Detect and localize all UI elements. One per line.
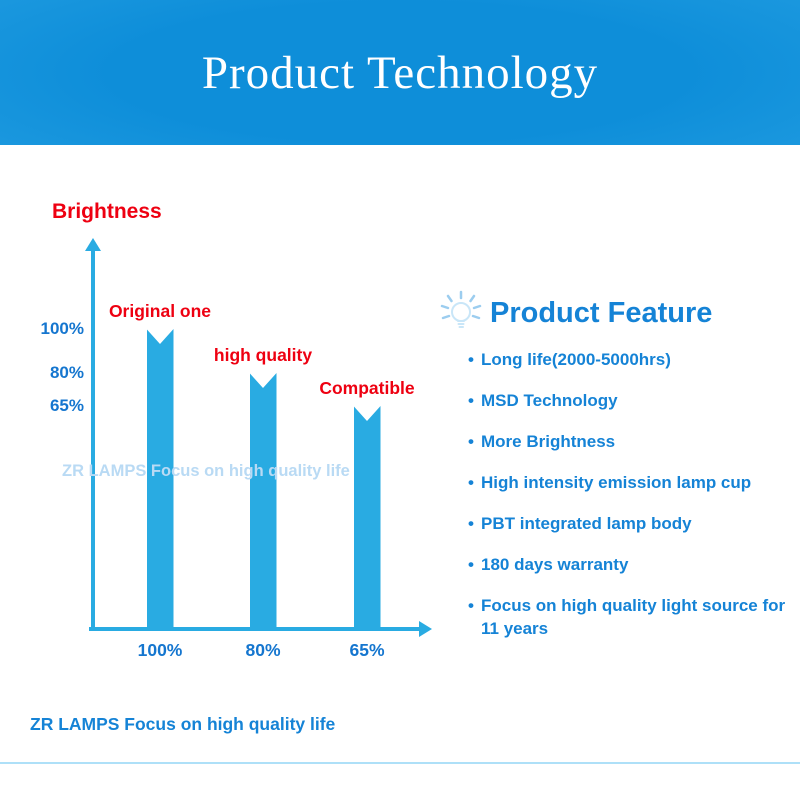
feature-item-text: PBT integrated lamp body bbox=[481, 514, 692, 533]
footer-slogan: ZR LAMPS Focus on high quality life bbox=[30, 714, 336, 734]
feature-item-text: Long life(2000-5000hrs) bbox=[481, 350, 671, 369]
bottom-divider bbox=[0, 762, 800, 764]
feature-item: • Focus on high quality light source for … bbox=[468, 594, 800, 640]
bullet-icon: • bbox=[468, 432, 474, 451]
feature-item-text: MSD Technology bbox=[481, 391, 618, 410]
feature-item-text: More Brightness bbox=[481, 432, 616, 451]
lightbulb-icon bbox=[438, 288, 484, 339]
feature-item: • 180 days warranty bbox=[468, 553, 800, 576]
watermark: ZR LAMPS Focus on high quality life bbox=[62, 462, 350, 480]
feature-header: Product Feature bbox=[438, 288, 712, 339]
chart-title: Brightness bbox=[52, 200, 162, 223]
x-axis bbox=[89, 627, 421, 631]
bar-group: high quality bbox=[183, 345, 343, 629]
bullet-icon: • bbox=[468, 514, 474, 533]
y-axis-arrow-icon bbox=[85, 238, 101, 251]
bar bbox=[146, 329, 174, 629]
feature-title: Product Feature bbox=[490, 297, 713, 329]
bar-label: high quality bbox=[213, 345, 313, 365]
bar-group: Compatible bbox=[287, 378, 447, 629]
y-tick-label: 100% bbox=[40, 319, 84, 338]
bullet-icon: • bbox=[468, 350, 474, 369]
feature-item: • High intensity emission lamp cup bbox=[468, 471, 800, 494]
banner-title: Product Technology bbox=[201, 46, 599, 99]
feature-item-text: Focus on high quality light source for 1… bbox=[481, 596, 786, 638]
bullet-icon: • bbox=[468, 391, 474, 410]
feature-item: • PBT integrated lamp body bbox=[468, 512, 800, 535]
bar-label: Original one bbox=[108, 301, 212, 321]
x-tick-label: 100% bbox=[137, 640, 183, 660]
bullet-icon: • bbox=[468, 473, 474, 492]
x-tick-label: 80% bbox=[245, 640, 281, 660]
feature-list: • Long life(2000-5000hrs) • MSD Technology… bbox=[468, 348, 800, 658]
feature-item: • MSD Technology bbox=[468, 389, 800, 412]
bar bbox=[249, 373, 277, 629]
bar-label: Compatible bbox=[319, 378, 415, 398]
x-axis-arrow-icon bbox=[419, 621, 432, 637]
y-tick-label: 65% bbox=[49, 396, 84, 415]
bar-group: Original one bbox=[80, 301, 240, 629]
x-tick-label: 65% bbox=[349, 640, 385, 660]
y-axis bbox=[91, 250, 95, 630]
feature-item-text: High intensity emission lamp cup bbox=[481, 473, 752, 492]
bullet-icon: • bbox=[468, 555, 474, 574]
feature-item-text: 180 days warranty bbox=[481, 555, 629, 574]
banner: Product Technology bbox=[0, 0, 800, 145]
feature-item: • More Brightness bbox=[468, 430, 800, 453]
y-tick-label: 80% bbox=[49, 363, 84, 382]
bar bbox=[353, 406, 381, 629]
feature-item: • Long life(2000-5000hrs) bbox=[468, 348, 800, 371]
bullet-icon: • bbox=[468, 596, 474, 615]
